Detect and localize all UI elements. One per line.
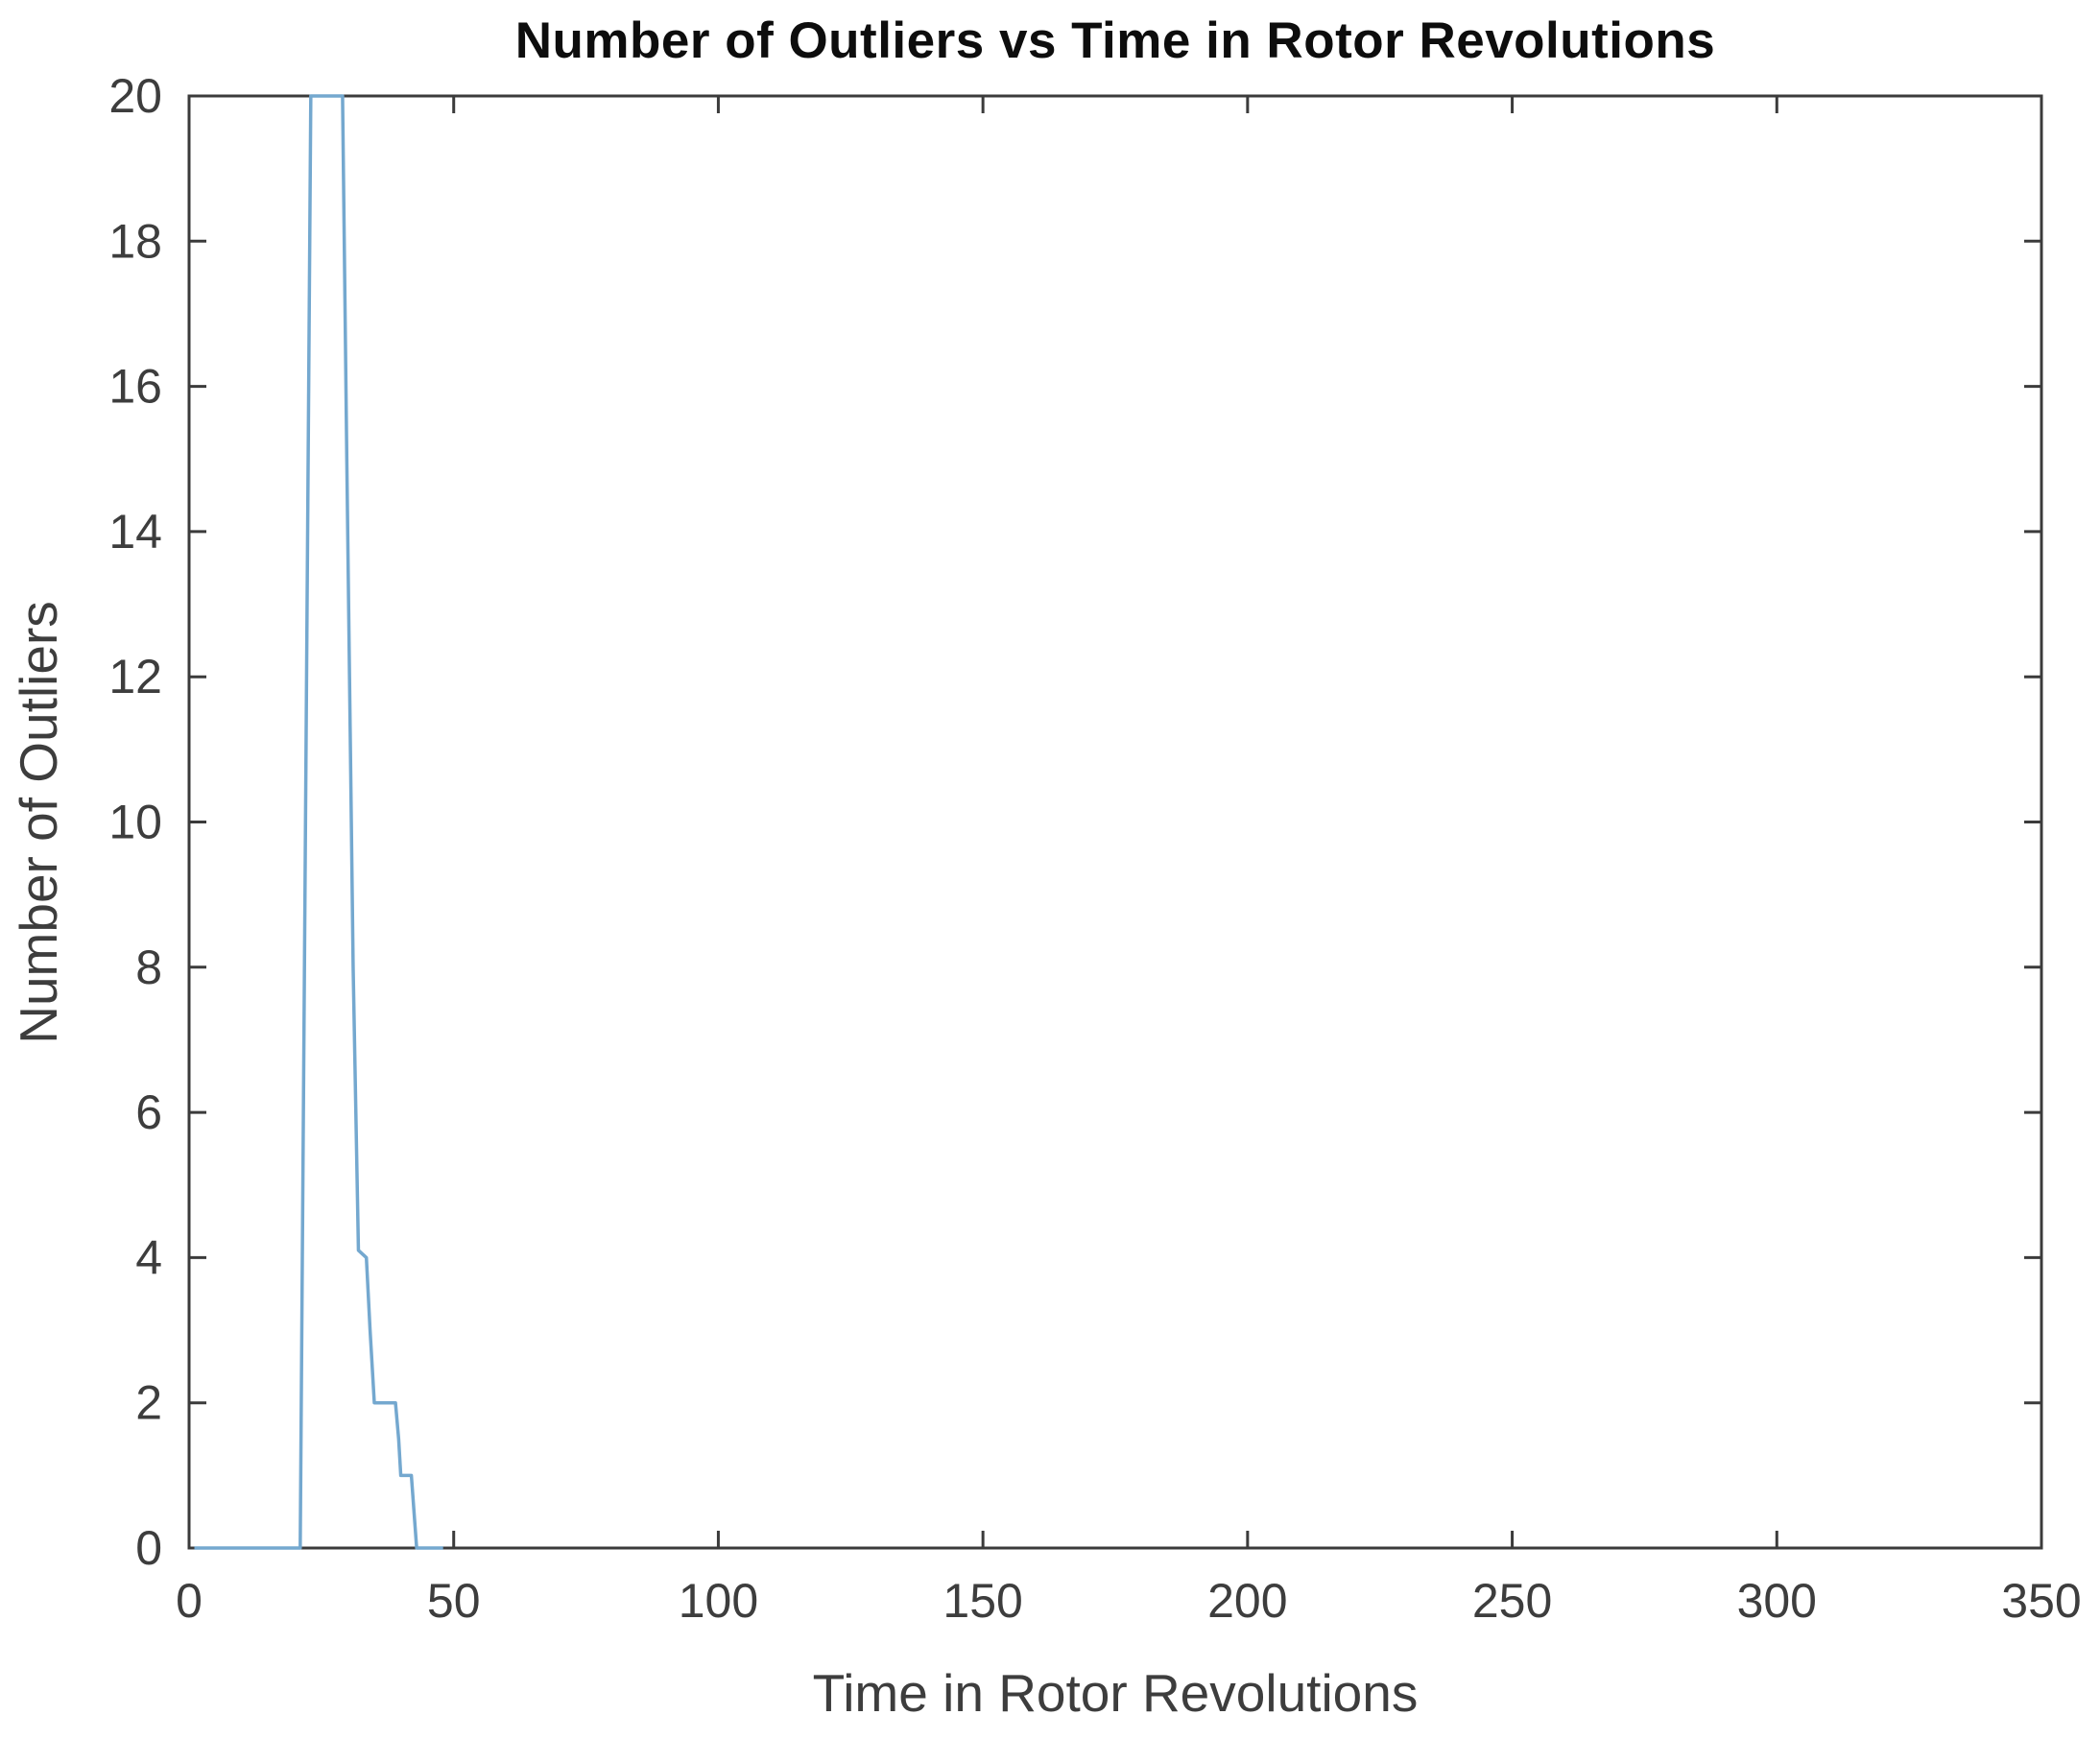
x-tick-label: 200 <box>1207 1574 1287 1628</box>
y-tick-label: 18 <box>108 214 162 268</box>
y-tick-label: 0 <box>135 1521 162 1575</box>
y-tick-label: 10 <box>108 796 162 849</box>
y-tick-label: 6 <box>135 1085 162 1139</box>
x-tick-label: 0 <box>176 1574 203 1628</box>
axes-box <box>187 94 2043 1550</box>
x-tick-label: 250 <box>1472 1574 1552 1628</box>
y-tick-label: 8 <box>135 941 162 994</box>
y-tick-label: 14 <box>108 505 162 559</box>
y-tick-label: 4 <box>135 1230 162 1284</box>
x-tick-label: 100 <box>679 1574 758 1628</box>
x-tick-label: 350 <box>2001 1574 2081 1628</box>
chart-title: Number of Outliers vs Time in Rotor Revo… <box>514 12 1716 69</box>
data-line-outliers <box>194 94 443 1550</box>
y-tick-label: 12 <box>108 650 162 703</box>
x-axis-label: Time in Rotor Revolutions <box>812 1663 1419 1723</box>
y-tick-label: 2 <box>135 1376 162 1430</box>
y-axis-label: Number of Outliers <box>9 601 68 1044</box>
y-tick-label: 16 <box>108 360 162 414</box>
x-tick-label: 300 <box>1737 1574 1817 1628</box>
y-tick-label: 20 <box>108 69 162 123</box>
x-tick-label: 50 <box>427 1574 481 1628</box>
x-tick-label: 150 <box>943 1574 1022 1628</box>
